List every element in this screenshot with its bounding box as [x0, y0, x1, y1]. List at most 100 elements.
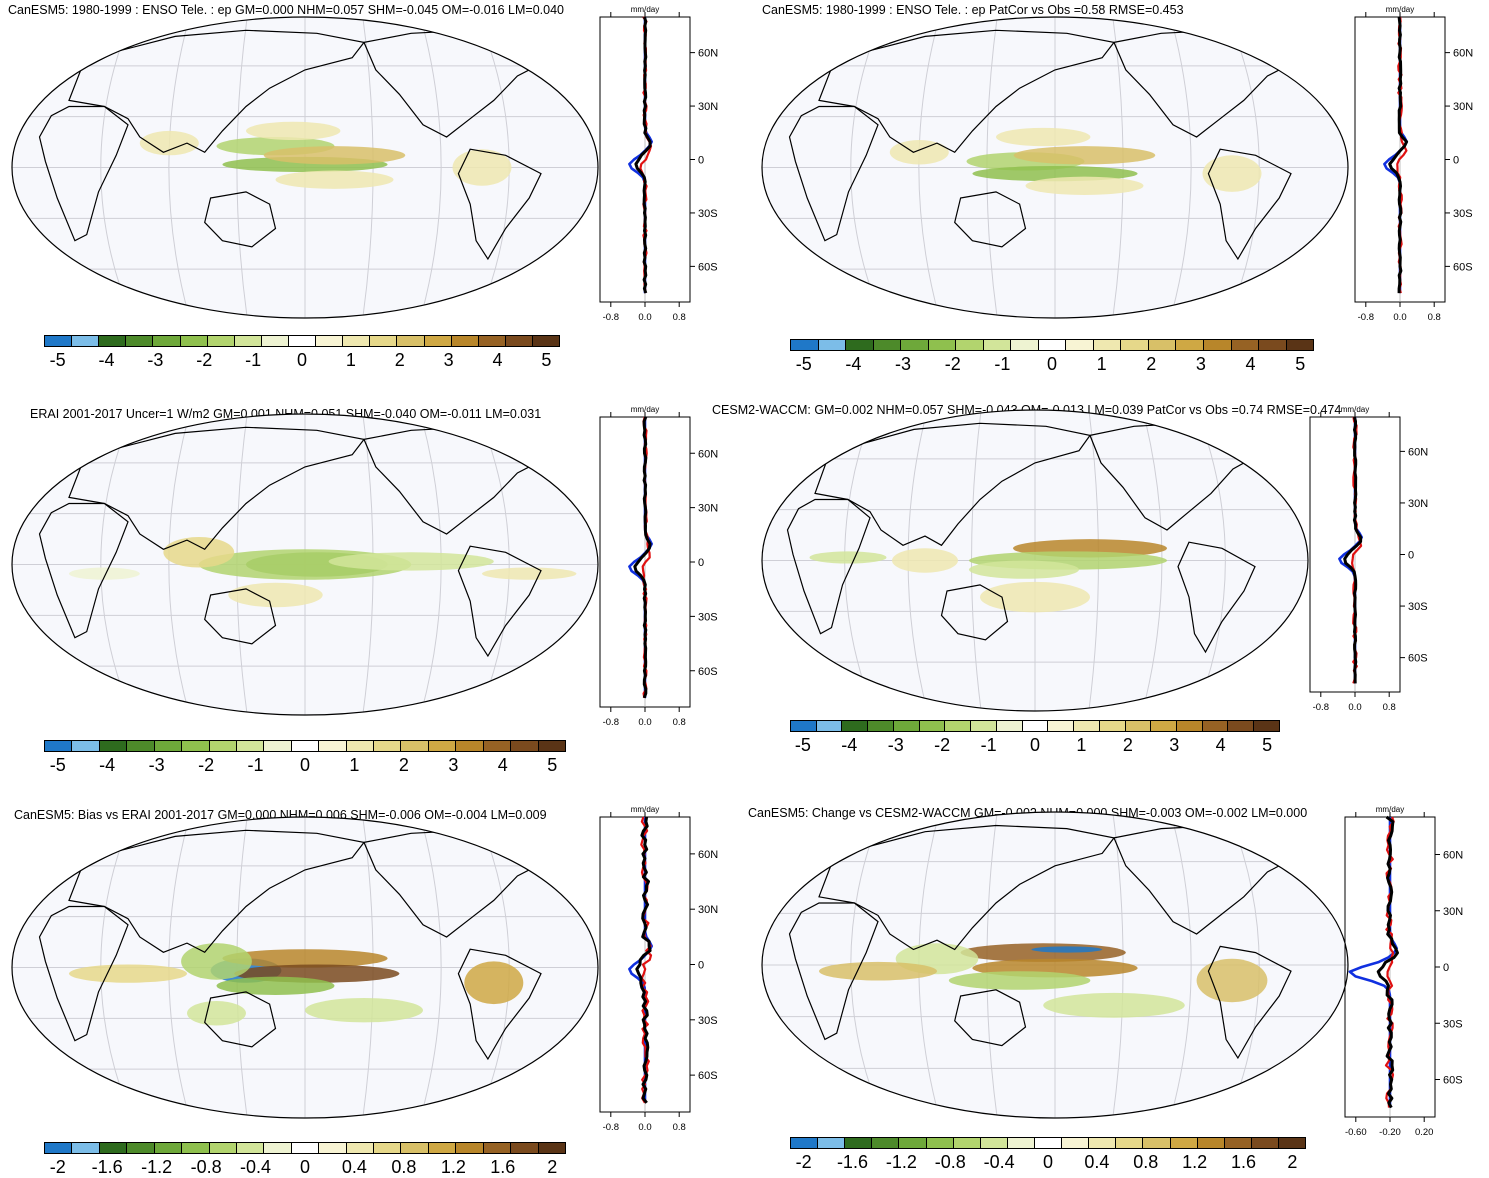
colorbar-swatch — [319, 1143, 347, 1153]
anomaly-region — [889, 140, 949, 165]
lat-label: 30S — [698, 208, 718, 220]
anomaly-region — [996, 127, 1091, 147]
colorbar-swatch — [919, 721, 946, 731]
mean-zonal-line — [635, 816, 652, 1104]
colorbar: -5 -4 -3 -2 -1 0 1 2 3 4 5 — [790, 720, 1280, 756]
lat-label: 30N — [698, 503, 718, 515]
continent-outline — [38, 502, 129, 639]
colorbar-label: -1 — [994, 354, 1011, 374]
continent-outline — [68, 829, 366, 954]
colorbar-swatch — [288, 336, 317, 346]
colorbar-label: -1.6 — [91, 1157, 123, 1177]
colorbar-swatch — [343, 336, 371, 346]
graticule-meridian — [1169, 812, 1192, 1118]
colorbar-label: 1 — [1076, 735, 1087, 755]
graticule-meridian — [1112, 17, 1124, 318]
continent-outline — [788, 105, 879, 242]
colorbar-swatch — [456, 741, 484, 751]
colorbar-label: -1 — [245, 350, 262, 370]
colorbar-label: -1.2 — [141, 1157, 173, 1177]
colorbar-label: -2 — [944, 354, 961, 374]
colorbar-swatch — [945, 721, 972, 731]
colorbar-label: -4 — [98, 350, 115, 370]
colorbar-swatch — [1038, 340, 1067, 350]
colorbar-swatch — [1278, 1138, 1306, 1148]
continent-outline — [954, 989, 1027, 1047]
anomaly-region — [228, 582, 323, 608]
colorbar-swatch — [868, 721, 894, 731]
colorbar-swatch — [291, 741, 320, 751]
colorbar-swatch — [370, 336, 398, 346]
lat-label: 0 — [698, 960, 704, 972]
x-tick-label: -0.8 — [603, 312, 619, 323]
colorbar-swatch — [1254, 721, 1279, 731]
colorbar-label: 0.8 — [1133, 1152, 1159, 1172]
colorbar-swatch — [456, 1143, 484, 1153]
anomaly-region — [139, 130, 199, 156]
colorbar-swatch — [816, 721, 843, 731]
colorbar-swatch — [511, 741, 539, 751]
colorbar-swatch — [971, 721, 997, 731]
colorbar-swatch — [182, 1143, 210, 1153]
colorbar-swatch — [1099, 721, 1126, 731]
lat-label: 60S — [1408, 653, 1428, 665]
lat-label: 60N — [1408, 446, 1428, 458]
colorbar-swatch — [1089, 1138, 1117, 1148]
continent-outline — [940, 584, 1009, 641]
anomaly-region — [69, 964, 187, 983]
x-tick-label: -0.8 — [603, 717, 619, 728]
anomaly-region — [328, 552, 494, 571]
continent-outline — [38, 905, 129, 1042]
continent-outline — [204, 991, 277, 1048]
zonal-unit-label: mm/day — [631, 805, 659, 814]
colorbar-label: -1.6 — [836, 1152, 868, 1172]
lat-label: 30S — [1408, 601, 1428, 613]
colorbar-swatch — [980, 1138, 1008, 1148]
colorbar-swatch — [478, 336, 506, 346]
anomaly-region — [1025, 176, 1144, 195]
colorbar-swatch — [1151, 721, 1178, 731]
colorbar-label: -3 — [147, 350, 164, 370]
colorbar-swatch — [1048, 721, 1075, 731]
lat-label: 0 — [1408, 550, 1414, 562]
colorbar-label: 1.2 — [440, 1157, 466, 1177]
zonal-unit-label: mm/day — [631, 5, 659, 14]
colorbar-swatch — [842, 721, 869, 731]
graticule-meridian — [168, 17, 191, 318]
lat-label: 0 — [1453, 155, 1459, 167]
colorbar-swatch — [1034, 1138, 1063, 1148]
colorbar-swatch — [956, 340, 984, 350]
anomaly-region — [980, 581, 1090, 613]
colorbar-swatch — [397, 336, 425, 346]
colorbar-swatch — [538, 1143, 566, 1153]
colorbar-swatch — [846, 340, 874, 350]
colorbar-label: 1 — [349, 755, 360, 775]
lat-label: 60N — [698, 448, 718, 460]
continent-outline — [68, 29, 366, 154]
colorbar-label: 0 — [296, 350, 308, 370]
lat-label: 60S — [1453, 261, 1473, 273]
anomaly-region — [263, 146, 406, 165]
colorbar-swatch — [953, 1138, 981, 1148]
mean-zonal-line — [1343, 416, 1363, 684]
colorbar-swatch — [899, 1138, 927, 1148]
colorbar-label: 4 — [1245, 354, 1256, 374]
colorbar-swatch — [346, 741, 375, 751]
colorbar-label: -2 — [795, 1152, 812, 1172]
colorbar-swatch — [234, 336, 262, 346]
anomaly-region — [222, 949, 388, 968]
anomaly-region — [482, 567, 577, 580]
continent-outline — [457, 148, 542, 261]
colorbar-swatch — [791, 340, 819, 350]
colorbar-swatch — [72, 741, 100, 751]
colorbar-swatch — [316, 336, 344, 346]
colorbar-label: 5 — [547, 755, 558, 775]
colorbar-label: -0.8 — [934, 1152, 966, 1172]
colorbar-label: 5 — [541, 350, 552, 370]
anomaly-region — [464, 961, 524, 1005]
x-tick-label: 0.0 — [638, 312, 651, 323]
anomaly-region — [892, 548, 958, 573]
colorbar-label: 1.6 — [1231, 1152, 1257, 1172]
colorbar-label: 0.4 — [341, 1157, 367, 1177]
colorbar-label: -3 — [148, 755, 165, 775]
